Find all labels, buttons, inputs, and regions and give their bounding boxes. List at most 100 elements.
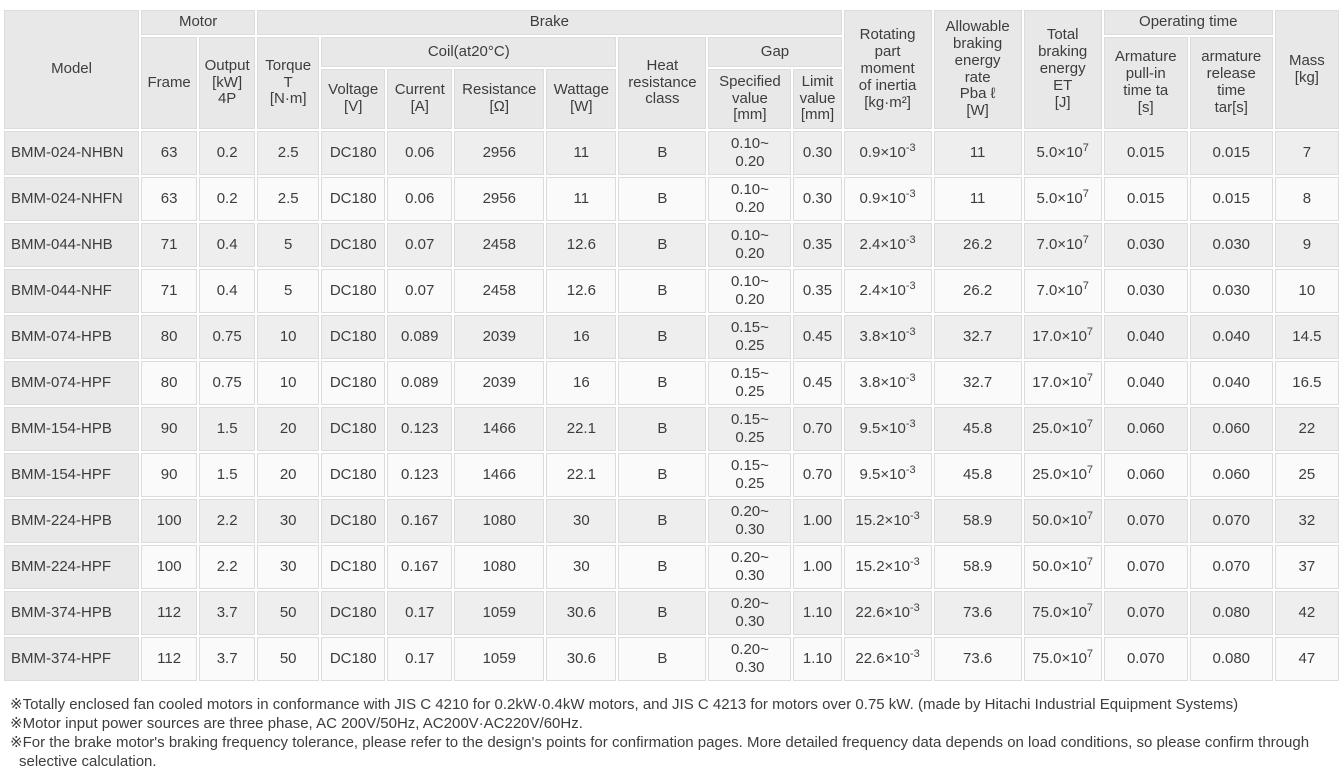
table-row: BMM-154-HPB 90 1.5 20 DC180 0.123 1466 22.1 B 0.1…: [4, 407, 1339, 451]
model-cell: BMM-074-HPB: [4, 315, 140, 359]
col-group-motor: Motor: [141, 10, 256, 35]
col-header-torque: Torque T [N·m]: [257, 37, 320, 129]
table-cell: 45.8: [933, 407, 1022, 451]
table-cell: 22: [1274, 407, 1339, 451]
model-cell: BMM-224-HPB: [4, 499, 140, 543]
table-cell: 0.35: [793, 269, 842, 313]
col-header-specified-value: Specified value [mm]: [708, 69, 792, 129]
table-cell: 1.10: [793, 637, 842, 681]
table-cell: 0.070: [1103, 637, 1188, 681]
table-cell: 2039: [454, 315, 545, 359]
table-cell: 0.70: [793, 407, 842, 451]
table-cell: 0.9×10-3: [843, 177, 932, 221]
model-cell: BMM-374-HPB: [4, 591, 140, 635]
table-cell: 0.75: [199, 315, 256, 359]
table-cell: 2.5: [257, 177, 320, 221]
table-cell: 50: [257, 591, 320, 635]
table-row: BMM-074-HPF 80 0.75 10 DC180 0.089 2039 16 B 0.15…: [4, 361, 1339, 405]
table-cell: 30.6: [546, 591, 617, 635]
col-header-current: Current [A]: [387, 69, 453, 129]
table-cell: 0.015: [1189, 131, 1273, 175]
table-cell: 3.8×10-3: [843, 361, 932, 405]
table-cell: 1466: [454, 407, 545, 451]
table-cell: B: [618, 269, 707, 313]
model-cell: BMM-024-NHBN: [4, 131, 140, 175]
table-cell: 71: [141, 269, 198, 313]
table-cell: 1.00: [793, 545, 842, 589]
table-row: BMM-374-HPB 112 3.7 50 DC180 0.17 1059 30.6 B 0.2…: [4, 591, 1339, 635]
table-cell: 30: [546, 499, 617, 543]
table-cell: 17.0×107: [1023, 315, 1102, 359]
col-header-limit-value: Limit value [mm]: [793, 69, 842, 129]
table-cell: 0.040: [1189, 315, 1273, 359]
table-cell: 12.6: [546, 223, 617, 267]
table-cell: 12.6: [546, 269, 617, 313]
table-cell: 8: [1274, 177, 1339, 221]
col-header-total-braking-energy: Total braking energy ET [J]: [1023, 10, 1102, 129]
table-cell: 11: [933, 131, 1022, 175]
brake-motor-spec-table: Model Motor Brake Rotating part moment o…: [2, 8, 1341, 683]
table-cell: 75.0×107: [1023, 591, 1102, 635]
table-cell: 0.20~ 0.30: [708, 545, 792, 589]
model-cell: BMM-044-NHB: [4, 223, 140, 267]
table-cell: 20: [257, 453, 320, 497]
table-cell: 0.70: [793, 453, 842, 497]
table-cell: 0.06: [387, 131, 453, 175]
table-cell: 7.0×107: [1023, 223, 1102, 267]
table-cell: DC180: [321, 591, 386, 635]
col-group-operating-time: Operating time: [1103, 10, 1273, 35]
table-cell: 16: [546, 361, 617, 405]
table-cell: 11: [933, 177, 1022, 221]
table-cell: 80: [141, 315, 198, 359]
table-cell: DC180: [321, 131, 386, 175]
table-cell: 0.070: [1103, 499, 1188, 543]
table-cell: B: [618, 315, 707, 359]
table-cell: 15.2×10-3: [843, 545, 932, 589]
col-header-output: Output [kW] 4P: [199, 37, 256, 129]
table-cell: 1059: [454, 591, 545, 635]
table-row: BMM-044-NHB 71 0.4 5 DC180 0.07 2458 12.6 B 0.10~…: [4, 223, 1339, 267]
table-cell: 0.030: [1103, 223, 1188, 267]
table-body: BMM-024-NHBN 63 0.2 2.5 DC180 0.06 2956 11 B 0.10…: [4, 131, 1339, 681]
table-cell: 0.040: [1103, 315, 1188, 359]
table-cell: B: [618, 453, 707, 497]
table-cell: 22.6×10-3: [843, 637, 932, 681]
table-cell: 0.2: [199, 177, 256, 221]
table-cell: 0.167: [387, 545, 453, 589]
table-cell: 45.8: [933, 453, 1022, 497]
table-cell: 0.06: [387, 177, 453, 221]
header-row-2: Frame Output [kW] 4P Torque T [N·m] Coil…: [4, 37, 1339, 129]
table-cell: 0.070: [1103, 591, 1188, 635]
col-group-brake: Brake: [257, 10, 842, 35]
table-cell: 0.060: [1103, 453, 1188, 497]
table-cell: 20: [257, 407, 320, 451]
table-cell: B: [618, 637, 707, 681]
table-header: Model Motor Brake Rotating part moment o…: [4, 10, 1339, 129]
table-cell: 0.07: [387, 269, 453, 313]
table-cell: 75.0×107: [1023, 637, 1102, 681]
table-cell: 0.75: [199, 361, 256, 405]
table-cell: 2458: [454, 223, 545, 267]
model-cell: BMM-044-NHF: [4, 269, 140, 313]
table-cell: B: [618, 499, 707, 543]
table-cell: 1080: [454, 499, 545, 543]
table-row: BMM-024-NHFN 63 0.2 2.5 DC180 0.06 2956 11 B 0.10…: [4, 177, 1339, 221]
table-cell: 1466: [454, 453, 545, 497]
table-cell: 10: [257, 361, 320, 405]
table-cell: 1.5: [199, 453, 256, 497]
table-cell: 10: [257, 315, 320, 359]
col-group-coil: Coil(at20°C): [321, 37, 617, 67]
table-cell: 2.2: [199, 545, 256, 589]
table-cell: B: [618, 177, 707, 221]
table-cell: 3.8×10-3: [843, 315, 932, 359]
table-cell: DC180: [321, 499, 386, 543]
col-header-armature-pull-in-time: Armature pull-in time ta [s]: [1103, 37, 1188, 129]
table-cell: 14.5: [1274, 315, 1339, 359]
table-cell: DC180: [321, 315, 386, 359]
table-cell: 73.6: [933, 591, 1022, 635]
table-cell: 0.4: [199, 223, 256, 267]
table-cell: 22.1: [546, 407, 617, 451]
table-cell: 0.10~ 0.20: [708, 131, 792, 175]
table-cell: 50.0×107: [1023, 499, 1102, 543]
